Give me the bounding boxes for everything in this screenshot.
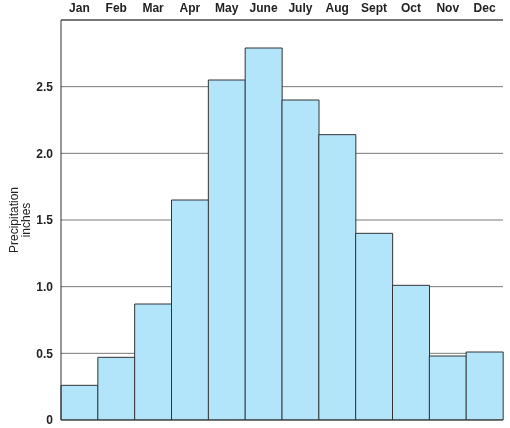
- svg-text:Jan: Jan: [69, 1, 90, 15]
- html-text:inches: inches: [19, 202, 33, 238]
- svg-text:0.5: 0.5: [36, 347, 53, 361]
- svg-text:1.0: 1.0: [36, 280, 53, 294]
- svg-text:Apr: Apr: [180, 1, 201, 15]
- svg-text:Sept: Sept: [361, 1, 387, 15]
- svg-text:May: May: [215, 1, 239, 15]
- svg-text:July: July: [288, 1, 312, 15]
- svg-text:0: 0: [46, 413, 53, 427]
- svg-text:1.5: 1.5: [36, 213, 53, 227]
- svg-text:Dec: Dec: [474, 1, 496, 15]
- svg-text:Feb: Feb: [106, 1, 127, 15]
- svg-text:Aug: Aug: [326, 1, 349, 15]
- svg-text:June: June: [250, 1, 278, 15]
- svg-text:Nov: Nov: [436, 1, 459, 15]
- svg-text:Oct: Oct: [401, 1, 421, 15]
- html-text:Precipitation: Precipitation: [7, 187, 21, 253]
- svg-text:2.5: 2.5: [36, 80, 53, 94]
- svg-text:2.0: 2.0: [36, 147, 53, 161]
- svg-text:Mar: Mar: [142, 1, 164, 15]
